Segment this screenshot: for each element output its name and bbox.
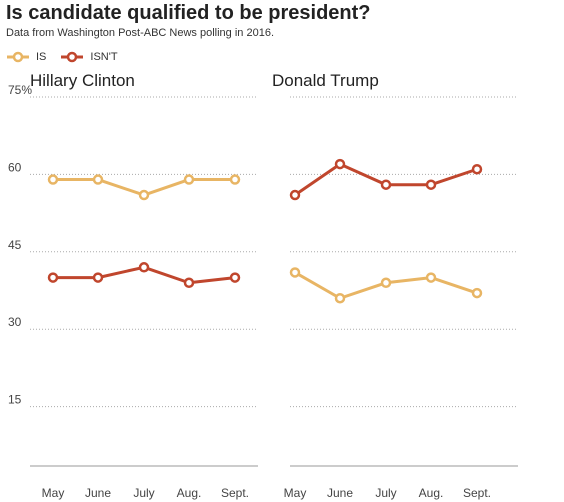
data-point — [289, 189, 301, 201]
x-tick-label: June — [85, 486, 111, 500]
legend-label-is: IS — [36, 51, 47, 63]
legend-swatch-is — [7, 51, 29, 63]
data-point — [334, 158, 346, 170]
legend-label-isnt: ISN'T — [90, 51, 118, 63]
data-point — [138, 189, 150, 201]
data-point — [47, 174, 59, 185]
data-point — [425, 272, 437, 283]
y-tick-label: 30 — [8, 315, 22, 329]
x-tick-label: Aug. — [177, 486, 202, 500]
y-tick-label: 15 — [8, 393, 22, 407]
legend-item-is: IS — [6, 51, 46, 63]
data-point — [380, 179, 392, 190]
legend-swatch-isnt — [61, 51, 84, 63]
x-tick-label: June — [327, 486, 353, 500]
x-tick-label: May — [284, 486, 307, 500]
chart-title: Is candidate qualified to be president? — [6, 2, 371, 24]
x-tick-label: July — [375, 486, 396, 500]
x-tick-label: Aug. — [419, 486, 444, 500]
x-tick-label: May — [42, 486, 65, 500]
data-point — [425, 179, 437, 190]
x-tick-label: Sept. — [463, 486, 491, 500]
data-point — [289, 267, 301, 278]
data-point — [47, 272, 59, 283]
y-tick-label: 60 — [8, 160, 22, 174]
data-point — [138, 262, 150, 273]
panel-title: Donald Trump — [272, 71, 379, 90]
x-tick-label: July — [133, 486, 154, 500]
data-point — [183, 174, 195, 185]
data-point — [92, 272, 104, 283]
data-point — [471, 287, 483, 299]
data-point — [183, 277, 195, 289]
y-tick-label: 45 — [8, 238, 22, 252]
legend-item-isnt: ISN'T — [60, 51, 118, 63]
y-tick-label: 75% — [8, 83, 32, 97]
chart-subtitle: Data from Washington Post-ABC News polli… — [6, 27, 274, 39]
panel-title: Hillary Clinton — [30, 71, 135, 90]
data-point — [229, 174, 241, 185]
data-point — [92, 174, 104, 185]
legend: IS ISN'T — [6, 48, 132, 66]
x-tick-label: Sept. — [221, 486, 249, 500]
data-point — [380, 277, 392, 289]
data-point — [229, 272, 241, 283]
data-point — [334, 292, 346, 304]
data-point — [471, 163, 483, 175]
